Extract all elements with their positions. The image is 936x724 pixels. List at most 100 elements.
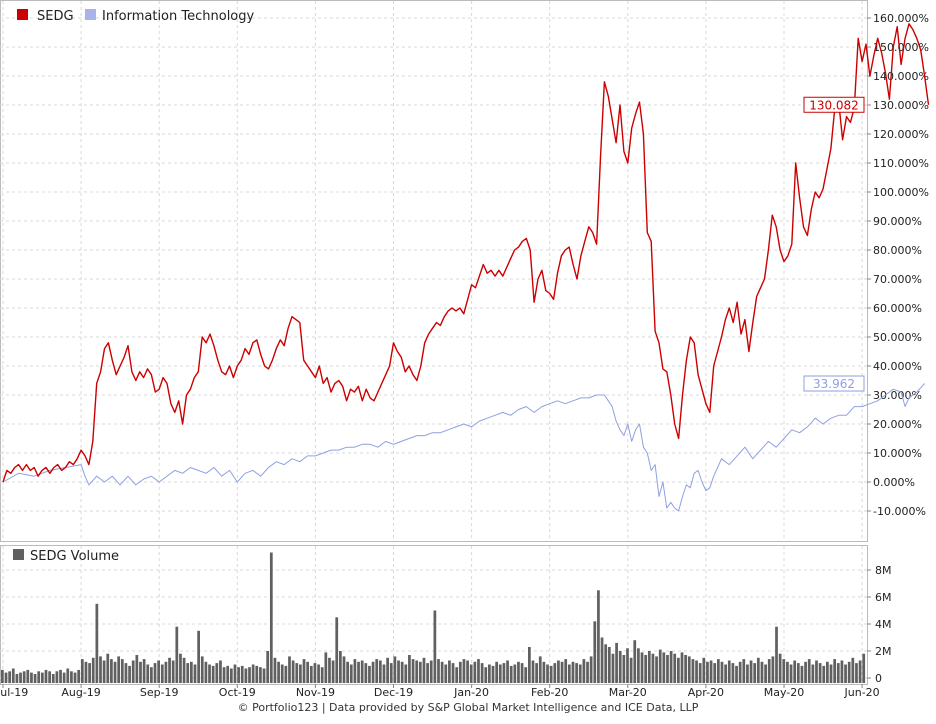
- volume-bar: [150, 667, 153, 683]
- volume-bar: [796, 663, 800, 683]
- volume-bar: [767, 659, 771, 683]
- volume-bar: [826, 661, 829, 683]
- x-tick-label-8: Mar-20: [609, 686, 647, 699]
- volume-bar: [491, 665, 495, 683]
- volume-bar: [186, 663, 190, 683]
- volume-bar: [469, 664, 473, 683]
- volume-bar: [604, 644, 608, 684]
- volume-bar: [731, 663, 735, 683]
- volume-bar: [378, 660, 382, 683]
- volume-bar: [19, 672, 22, 683]
- volume-bar: [720, 661, 724, 683]
- volume-tick-label-4: 8M: [875, 564, 892, 577]
- volume-bar: [222, 667, 226, 683]
- volume-bar: [695, 660, 698, 683]
- volume-bar: [549, 665, 553, 683]
- price-tick-label-0: -10.000%: [873, 505, 926, 518]
- volume-bar: [640, 652, 644, 683]
- volume-bar: [342, 656, 346, 683]
- price-tick-label-12: 110.000%: [873, 157, 929, 170]
- volume-bar: [328, 657, 331, 684]
- volume-bar: [411, 659, 415, 683]
- volume-bar: [346, 661, 349, 683]
- volume-bar: [262, 668, 266, 683]
- volume-bar: [30, 672, 33, 683]
- volume-bar: [753, 663, 757, 683]
- volume-bar: [408, 655, 411, 683]
- volume-bar: [578, 664, 582, 683]
- volume-bar: [375, 659, 379, 683]
- price-tick-label-14: 130.000%: [873, 99, 929, 112]
- volume-bar: [80, 659, 84, 683]
- volume-bar: [244, 668, 248, 683]
- volume-bar: [226, 665, 230, 683]
- volume-bar: [1, 669, 4, 683]
- x-axis-labels: Jul-19 Aug-19 Sep-19 Oct-19 Nov-19 Dec-19 Jan-…: [0, 684, 880, 699]
- volume-bar: [680, 652, 684, 683]
- volume-bar: [651, 653, 655, 683]
- volume-bar: [157, 660, 161, 683]
- volume-bar: [477, 659, 480, 683]
- volume-bar: [11, 668, 15, 683]
- volume-bar: [120, 659, 124, 683]
- volume-bar: [288, 656, 291, 683]
- price-tick-label-1: 0.000%: [873, 476, 915, 489]
- volume-bar: [698, 663, 702, 683]
- price-end-labels: 130.082 33.962: [803, 96, 865, 392]
- price-tick-label-5: 40.000%: [873, 360, 922, 373]
- volume-bar: [655, 656, 658, 683]
- volume-panel: 0 2M 4M 6M 8M SEDG Volume: [0, 545, 892, 685]
- volume-bar: [219, 660, 222, 683]
- volume-bar: [575, 663, 578, 683]
- volume-bar: [564, 659, 568, 683]
- volume-bar: [793, 660, 797, 683]
- volume-bar: [560, 661, 564, 683]
- price-tick-label-11: 100.000%: [873, 186, 929, 199]
- volume-bar: [131, 660, 135, 683]
- volume-bar: [716, 659, 720, 683]
- price-tick-label-3: 20.000%: [873, 418, 922, 431]
- series-line-it: [2, 383, 925, 512]
- volume-bar: [364, 663, 368, 683]
- volume-bar: [836, 663, 840, 683]
- volume-bar: [404, 664, 408, 683]
- legend-swatch-sedg: [17, 9, 28, 20]
- volume-bar: [702, 657, 706, 684]
- x-tick-label-9: Apr-20: [688, 686, 724, 699]
- volume-bar: [55, 671, 59, 684]
- volume-bar: [215, 663, 219, 683]
- volume-bar: [389, 663, 393, 683]
- volume-bar: [124, 663, 128, 683]
- volume-bar: [775, 626, 778, 683]
- volume-bar: [84, 661, 88, 683]
- volume-bar: [113, 661, 117, 683]
- volume-bar: [738, 661, 742, 683]
- x-tick-label-2: Sep-19: [140, 686, 179, 699]
- volume-bar: [400, 661, 404, 683]
- volume-bar: [506, 660, 509, 683]
- volume-bar: [840, 660, 844, 683]
- legend-label-it: Information Technology: [102, 9, 255, 24]
- volume-bar: [44, 669, 48, 683]
- volume-bar: [22, 671, 26, 684]
- volume-bar: [353, 659, 357, 683]
- volume-bar: [371, 661, 375, 683]
- volume-bar: [629, 657, 633, 684]
- volume-bar: [171, 660, 175, 683]
- legend-label-volume: SEDG Volume: [30, 549, 119, 564]
- volume-bar: [193, 664, 197, 683]
- volume-bar: [735, 665, 738, 683]
- volume-bar: [106, 653, 110, 683]
- volume-bar: [233, 664, 237, 683]
- volume-bar: [277, 661, 280, 683]
- volume-bar: [764, 664, 767, 683]
- volume-bar: [498, 664, 502, 683]
- price-tick-label-16: 150.000%: [873, 41, 929, 54]
- volume-bar: [128, 665, 131, 683]
- price-plot-area: [0, 0, 868, 542]
- price-tick-label-2: 10.000%: [873, 447, 922, 460]
- volume-bar: [480, 663, 484, 683]
- volume-bar: [571, 661, 575, 683]
- volume-bar: [811, 664, 815, 683]
- volume-bar: [291, 660, 295, 683]
